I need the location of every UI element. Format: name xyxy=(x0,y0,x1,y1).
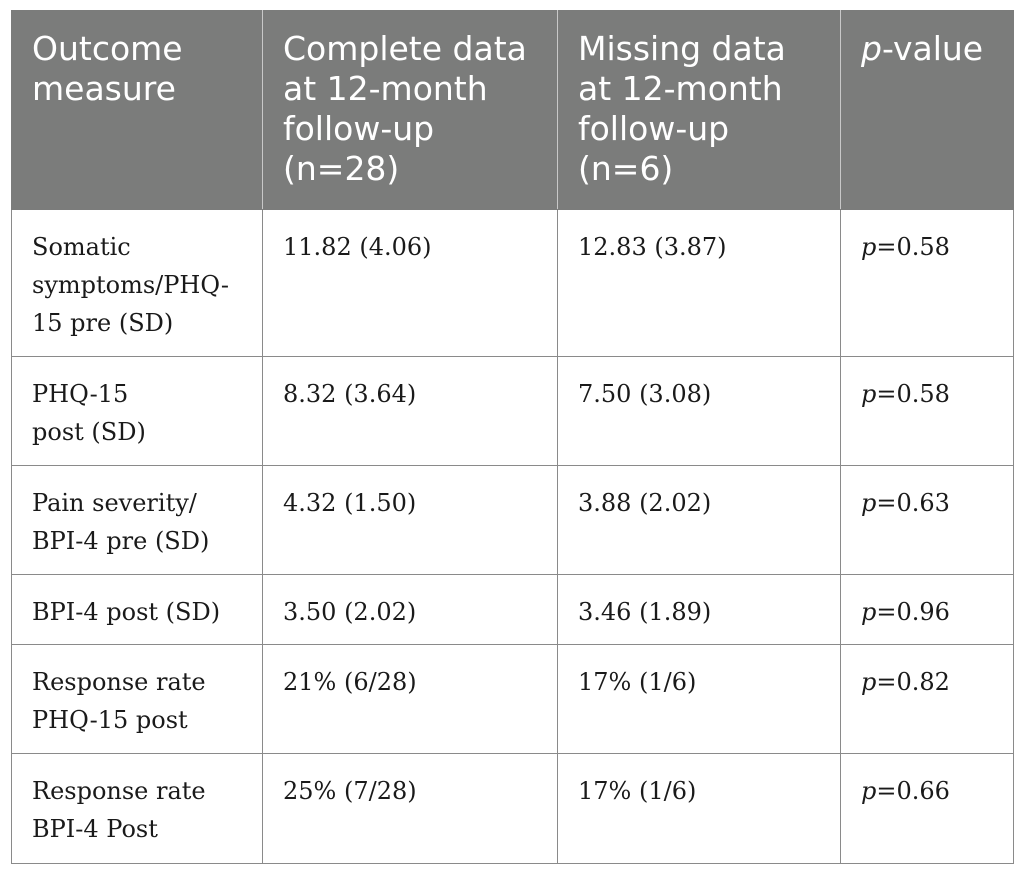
p-value-text: =0.63 xyxy=(876,489,950,517)
results-table: Outcome measure Complete data at 12-mont… xyxy=(11,10,1014,864)
cell-complete: 3.50 (2.02) xyxy=(262,574,558,645)
cell-p-value: p=0.63 xyxy=(840,465,1014,575)
cell-p-value: p=0.82 xyxy=(840,644,1014,754)
cell-p-value: p=0.96 xyxy=(840,574,1014,645)
header-missing-data: Missing data at 12-month follow-up (n=6) xyxy=(557,10,841,210)
cell-measure-text: Response rate BPI-4 Post xyxy=(32,777,206,843)
p-value-text: =0.82 xyxy=(876,668,950,696)
cell-p-value: p=0.58 xyxy=(840,209,1014,357)
table-row: Pain severity/ BPI-4 pre (SD) 4.32 (1.50… xyxy=(11,465,1014,575)
cell-measure-text: Pain severity/ BPI-4 pre (SD) xyxy=(32,489,210,555)
cell-missing: 3.88 (2.02) xyxy=(557,465,841,575)
cell-measure: Response rate PHQ-15 post xyxy=(11,644,263,754)
cell-p-value: p=0.66 xyxy=(840,753,1014,864)
table-row: PHQ-15 post (SD) 8.32 (3.64) 7.50 (3.08)… xyxy=(11,356,1014,466)
cell-measure: BPI-4 post (SD) xyxy=(11,574,263,645)
table-row: BPI-4 post (SD) 3.50 (2.02) 3.46 (1.89) … xyxy=(11,574,1014,645)
cell-complete: 8.32 (3.64) xyxy=(262,356,558,466)
cell-complete: 11.82 (4.06) xyxy=(262,209,558,357)
p-symbol: p xyxy=(861,489,877,517)
cell-measure-text: PHQ-15 post (SD) xyxy=(32,380,146,446)
p-symbol: p xyxy=(861,668,877,696)
cell-complete: 4.32 (1.50) xyxy=(262,465,558,575)
cell-measure-text: Somatic symptoms/PHQ-15 pre (SD) xyxy=(32,233,229,337)
table-row: Response rate PHQ-15 post 21% (6/28) 17%… xyxy=(11,644,1014,754)
header-outcome-measure: Outcome measure xyxy=(11,10,263,210)
table-row: Somatic symptoms/PHQ-15 pre (SD) 11.82 (… xyxy=(11,209,1014,357)
cell-missing: 3.46 (1.89) xyxy=(557,574,841,645)
cell-measure-text: Response rate PHQ-15 post xyxy=(32,668,206,734)
cell-measure: Response rate BPI-4 Post xyxy=(11,753,263,864)
cell-missing: 7.50 (3.08) xyxy=(557,356,841,466)
cell-measure: Pain severity/ BPI-4 pre (SD) xyxy=(11,465,263,575)
cell-complete: 21% (6/28) xyxy=(262,644,558,754)
cell-p-value: p=0.58 xyxy=(840,356,1014,466)
header-p-symbol: p xyxy=(861,29,882,68)
cell-measure: Somatic symptoms/PHQ-15 pre (SD) xyxy=(11,209,263,357)
cell-measure: PHQ-15 post (SD) xyxy=(11,356,263,466)
header-p-suffix: -value xyxy=(881,29,984,68)
table-row: Response rate BPI-4 Post 25% (7/28) 17% … xyxy=(11,753,1014,864)
cell-missing: 12.83 (3.87) xyxy=(557,209,841,357)
p-symbol: p xyxy=(861,380,877,408)
p-symbol: p xyxy=(861,777,877,805)
p-symbol: p xyxy=(861,598,877,626)
header-p-value: p-value xyxy=(840,10,1014,210)
cell-missing: 17% (1/6) xyxy=(557,753,841,864)
p-value-text: =0.58 xyxy=(876,233,950,261)
cell-missing: 17% (1/6) xyxy=(557,644,841,754)
p-symbol: p xyxy=(861,233,877,261)
p-value-text: =0.96 xyxy=(876,598,950,626)
p-value-text: =0.66 xyxy=(876,777,950,805)
table-header: Outcome measure Complete data at 12-mont… xyxy=(11,10,1014,210)
header-missing-data-text: Missing data at 12-month follow-up (n=6) xyxy=(578,29,786,188)
header-complete-data-text: Complete data at 12-month follow-up (n=2… xyxy=(283,29,527,188)
table-body: Somatic symptoms/PHQ-15 pre (SD) 11.82 (… xyxy=(11,209,1014,864)
header-row: Outcome measure Complete data at 12-mont… xyxy=(11,10,1014,210)
p-value-text: =0.58 xyxy=(876,380,950,408)
header-complete-data: Complete data at 12-month follow-up (n=2… xyxy=(262,10,558,210)
header-outcome-measure-text: Outcome measure xyxy=(32,29,183,108)
cell-complete: 25% (7/28) xyxy=(262,753,558,864)
